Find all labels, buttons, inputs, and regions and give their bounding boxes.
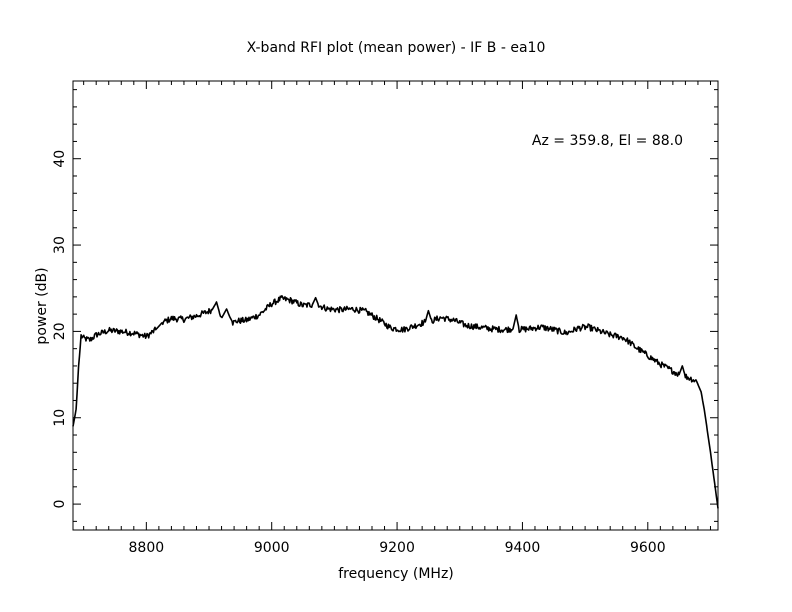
y-axis-label: power (dB) [34, 267, 50, 344]
y-tick-label: 10 [52, 409, 68, 427]
x-tick-label: 9000 [254, 540, 290, 556]
power-series-line [72, 295, 719, 509]
x-tick-label: 9200 [379, 540, 415, 556]
x-tick-label: 9400 [505, 540, 541, 556]
y-tick-label: 20 [52, 322, 68, 340]
y-tick-label: 30 [52, 236, 68, 254]
x-axis-label: frequency (MHz) [338, 566, 454, 582]
plot-frame [72, 80, 719, 531]
az-el-annotation: Az = 359.8, El = 88.0 [532, 133, 683, 149]
chart-title: X-band RFI plot (mean power) - IF B - ea… [247, 40, 546, 56]
y-tick-label: 0 [52, 500, 68, 509]
x-tick-label: 8800 [129, 540, 165, 556]
y-tick-label: 40 [52, 150, 68, 168]
x-tick-label: 9600 [630, 540, 666, 556]
tick-labels: 8800 9000 9200 9400 9600 0 10 20 30 40 [52, 150, 666, 556]
axis-ticks [73, 81, 718, 530]
